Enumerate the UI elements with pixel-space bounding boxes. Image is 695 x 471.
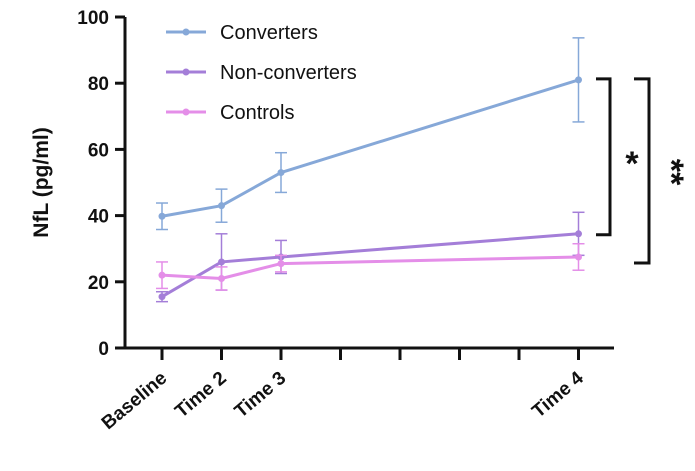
converters-point [575,76,582,84]
controls-point [218,274,225,282]
legend-marker-controls [182,108,190,116]
controls-point [158,271,166,279]
significance-bracket-1 [596,77,612,237]
converters-point [277,169,285,177]
y-tick-label: 0 [98,339,109,360]
x-tick-label: Time 3 [231,368,290,423]
controls-point [575,253,582,261]
x-tick-label: Time 4 [528,367,588,422]
y-tick-label: 60 [88,140,109,161]
non-converters-point [218,258,225,266]
non-converters-point [158,293,166,301]
converters-line [161,78,579,218]
legend-label-controls: Controls [220,102,294,124]
controls-line [161,255,579,280]
legend-marker-non-converters [182,68,190,76]
significance-label-1: * [625,145,639,183]
non-converters-line [161,232,579,298]
y-axis-label: NfL (pg/ml) [30,127,53,237]
converters-point [218,202,225,210]
x-tick-label: Baseline [98,368,171,434]
x-tick-label: Time 2 [171,368,230,423]
y-tick-label: 100 [77,8,109,29]
y-tick-label: 80 [88,74,109,95]
y-tick-label: 20 [88,273,109,294]
legend-label-converters: Converters [220,22,318,44]
non-converters-point [575,230,582,238]
legend-marker-converters [182,28,190,36]
legend-label-non-converters: Non-converters [220,62,357,84]
significance-bracket-2 [634,77,651,265]
controls-point [277,260,285,268]
converters-point [158,212,166,220]
y-tick-label: 40 [88,207,109,228]
significance-label-2: ** [652,159,690,186]
